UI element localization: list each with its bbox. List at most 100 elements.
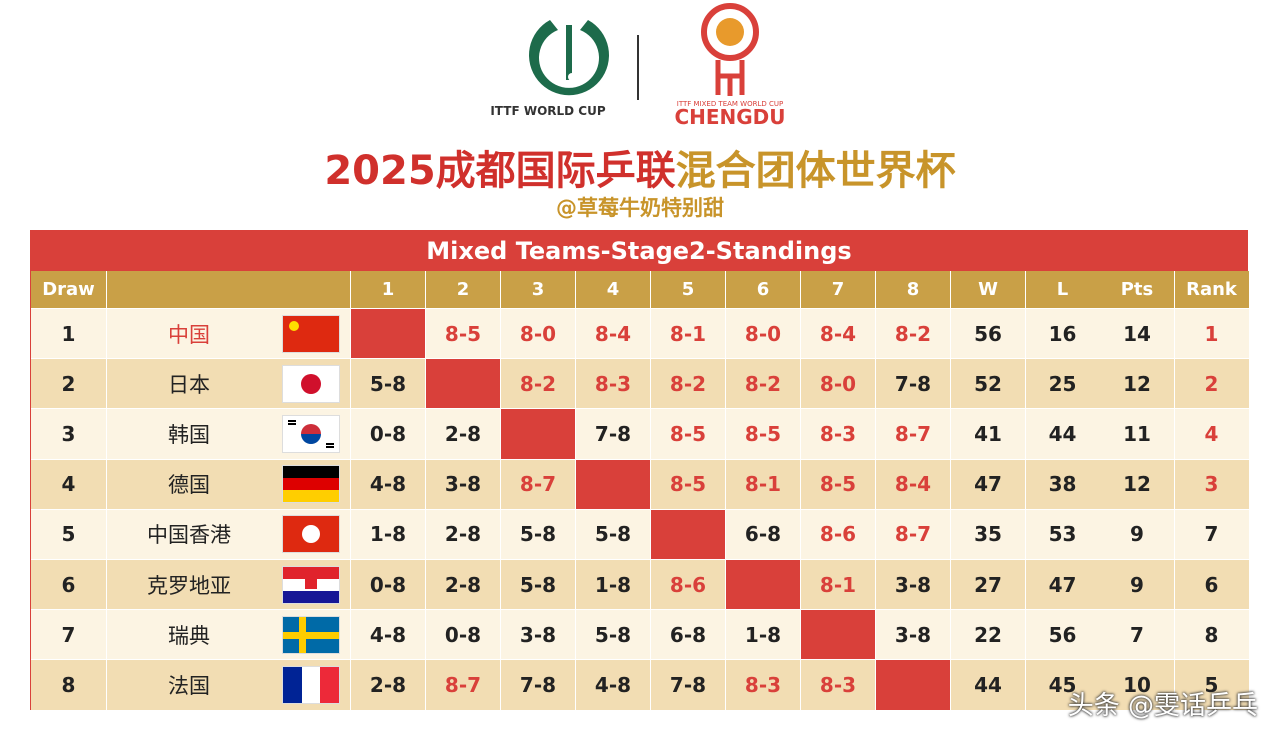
header-cell: 7 xyxy=(801,271,876,309)
self-cell xyxy=(351,309,426,360)
result-cell: 2-8 xyxy=(426,409,501,460)
stat-cell: 5 xyxy=(1174,660,1250,711)
team-name: 中国香港 xyxy=(107,509,271,560)
result-cell: 5-8 xyxy=(351,359,426,410)
stat-cell: 47 xyxy=(951,459,1026,510)
result-cell: 8-5 xyxy=(426,309,501,360)
team-name: 日本 xyxy=(107,359,271,410)
result-cell: 8-0 xyxy=(726,309,801,360)
result-cell: 1-8 xyxy=(726,610,801,661)
logo-left-text: ITTF WORLD CUP xyxy=(490,104,606,118)
result-cell: 8-5 xyxy=(801,459,876,510)
result-cell: 3-8 xyxy=(426,459,501,510)
result-cell: 5-8 xyxy=(501,560,576,611)
standings-table: Mixed Teams-Stage2-Standings Draw 1 2 3 4 5 6 7… xyxy=(30,230,1250,711)
result-cell: 6-8 xyxy=(726,509,801,560)
stat-cell: 9 xyxy=(1100,560,1175,611)
result-cell: 3-8 xyxy=(501,610,576,661)
stat-cell: 4 xyxy=(1174,409,1250,460)
draw-cell: 3 xyxy=(31,409,107,460)
result-cell: 8-1 xyxy=(651,309,726,360)
flag-cell xyxy=(271,610,351,661)
stat-cell: 38 xyxy=(1025,459,1101,510)
stat-cell: 56 xyxy=(1025,610,1101,661)
result-cell: 3-8 xyxy=(876,560,951,611)
stat-cell: 22 xyxy=(951,610,1026,661)
result-cell: 7-8 xyxy=(651,660,726,711)
result-cell: 8-7 xyxy=(876,409,951,460)
self-cell xyxy=(426,359,501,410)
header-cell: Draw xyxy=(31,271,107,309)
result-cell: 8-3 xyxy=(576,359,651,410)
self-cell xyxy=(726,560,801,611)
logo-right-text: CHENGDU xyxy=(674,105,785,129)
team-name: 德国 xyxy=(107,459,271,510)
result-cell: 3-8 xyxy=(876,610,951,661)
self-cell xyxy=(651,509,726,560)
stat-cell: 8 xyxy=(1174,610,1250,661)
result-cell: 8-7 xyxy=(501,459,576,510)
result-cell: 8-5 xyxy=(651,459,726,510)
chengdu-logo xyxy=(701,3,759,61)
result-cell: 8-3 xyxy=(801,660,876,711)
team-name: 法国 xyxy=(107,660,271,711)
title: 2025成都国际乒联混合团体世界杯 xyxy=(0,138,1280,196)
stat-cell: 45 xyxy=(1025,660,1101,711)
result-cell: 8-0 xyxy=(501,309,576,360)
team-name: 克罗地亚 xyxy=(107,560,271,611)
flag-cell xyxy=(271,359,351,410)
result-cell: 8-4 xyxy=(576,309,651,360)
team-name: 中国 xyxy=(107,309,271,360)
result-cell: 8-2 xyxy=(651,359,726,410)
result-cell: 5-8 xyxy=(576,610,651,661)
header-cell: L xyxy=(1025,271,1101,309)
result-cell: 8-5 xyxy=(651,409,726,460)
header-cell xyxy=(107,271,351,309)
stat-cell: 11 xyxy=(1100,409,1175,460)
result-cell: 2-8 xyxy=(426,560,501,611)
flag xyxy=(281,465,340,504)
watermark: 头条 @雯话乒乓 xyxy=(1067,691,1258,721)
result-cell: 7-8 xyxy=(501,660,576,711)
result-cell: 8-7 xyxy=(426,660,501,711)
result-cell: 8-5 xyxy=(726,409,801,460)
result-cell: 8-6 xyxy=(801,509,876,560)
result-cell: 8-4 xyxy=(876,459,951,510)
flag-cell xyxy=(271,409,351,460)
result-cell: 8-4 xyxy=(801,309,876,360)
stat-cell: 1 xyxy=(1174,309,1250,360)
stat-cell: 7 xyxy=(1174,509,1250,560)
result-cell: 0-8 xyxy=(351,409,426,460)
result-cell: 8-2 xyxy=(726,359,801,410)
chengdu-sun xyxy=(716,18,744,46)
stat-cell: 44 xyxy=(1025,409,1101,460)
flag xyxy=(281,515,340,554)
header-cell: 4 xyxy=(576,271,651,309)
result-cell: 8-2 xyxy=(876,309,951,360)
result-cell: 8-2 xyxy=(501,359,576,410)
result-cell: 1-8 xyxy=(576,560,651,611)
header-cell: 3 xyxy=(501,271,576,309)
flag xyxy=(281,565,340,604)
result-cell: 1-8 xyxy=(351,509,426,560)
result-cell: 5-8 xyxy=(576,509,651,560)
stat-cell: 25 xyxy=(1025,359,1101,410)
draw-cell: 1 xyxy=(31,309,107,360)
stat-cell: 7 xyxy=(1100,610,1175,661)
chengdu-handle xyxy=(715,60,745,96)
result-cell: 4-8 xyxy=(351,610,426,661)
flag xyxy=(281,615,340,654)
stat-cell: 27 xyxy=(951,560,1026,611)
draw-cell: 8 xyxy=(31,660,107,711)
table-title: Mixed Teams-Stage2-Standings xyxy=(31,231,1247,271)
self-cell xyxy=(876,660,951,711)
team-name: 瑞典 xyxy=(107,610,271,661)
stat-cell: 10 xyxy=(1100,660,1175,711)
stat-cell: 35 xyxy=(951,509,1026,560)
flag xyxy=(281,665,340,704)
self-cell xyxy=(576,459,651,510)
stat-cell: 14 xyxy=(1100,309,1175,360)
team-name: 韩国 xyxy=(107,409,271,460)
draw-cell: 2 xyxy=(31,359,107,410)
